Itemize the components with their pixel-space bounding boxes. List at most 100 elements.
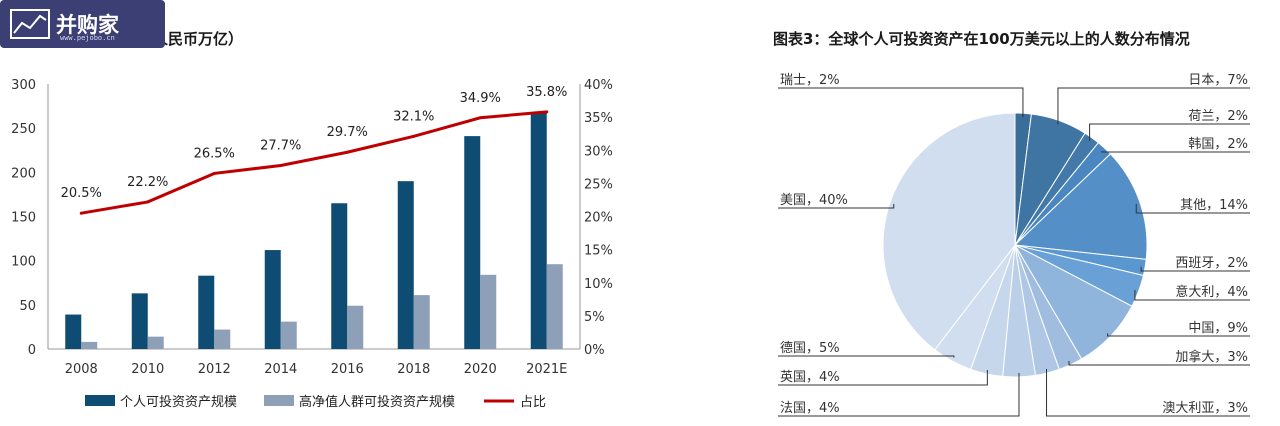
bar-hnw-assets: [413, 295, 430, 349]
x-tick-label: 2010: [131, 362, 164, 377]
pie-slice-label: 法国，4%: [780, 401, 840, 416]
pie-slice-label: 德国，5%: [780, 341, 840, 356]
right-y-tick-label: 20%: [584, 211, 613, 226]
pie-slice: [1013, 153, 1148, 260]
left-y-tick-label: 150: [11, 211, 36, 226]
bar-individual-assets: [464, 136, 481, 349]
left-y-tick-label: 100: [11, 255, 36, 270]
logo-url: www.pejobo.cn: [60, 34, 115, 42]
pie-leader-line: [778, 87, 1024, 118]
pie-slice-label: 澳大利亚，3%: [1162, 400, 1248, 416]
ratio-data-label: 29.7%: [327, 125, 368, 140]
chart-icon: [10, 9, 50, 39]
bar-hnw-assets: [480, 274, 497, 349]
pie-leader-line: [1135, 203, 1250, 214]
x-tick-label: 2020: [464, 362, 497, 377]
pie-leader-line: [778, 355, 955, 358]
legend-swatch-hnw: [264, 395, 294, 406]
bar-individual-assets: [530, 112, 547, 350]
pie-leader-line: [778, 372, 1020, 417]
left-y-tick-label: 300: [11, 78, 36, 93]
pie-slice-label: 其他，14%: [1180, 198, 1248, 213]
pie-slice-label: 日本，7%: [1188, 73, 1248, 88]
bar-hnw-assets: [546, 264, 563, 349]
left-y-tick-label: 0: [28, 343, 36, 358]
pie-leader-line: [1101, 151, 1250, 153]
right-chart-title: 图表3：全球个人可投资资产在100万美元以上的人数分布情况: [773, 30, 1190, 48]
right-y-tick-label: 15%: [584, 244, 613, 259]
ratio-data-label: 35.8%: [526, 85, 567, 100]
ratio-data-label: 32.1%: [393, 109, 434, 124]
ratio-point: [412, 134, 416, 138]
ratio-data-label: 22.2%: [127, 175, 168, 190]
right-y-tick-label: 10%: [584, 277, 613, 292]
combo-bar-line-chart: 0 50 100 150 200 250 300 0% 5% 10% 15% 20% 25% 30% 35%…: [11, 78, 613, 410]
x-tick-label: 2008: [65, 362, 98, 377]
left-y-tick-label: 50: [19, 299, 36, 314]
legend-label-individual: 个人可投资资产规模: [120, 394, 237, 410]
ratio-point: [146, 200, 150, 204]
pie-leader-line: [1057, 87, 1250, 125]
bar-hnw-assets: [214, 329, 231, 349]
bar-individual-assets: [65, 314, 82, 349]
pie-leader-line: [778, 369, 988, 386]
pie-slice-label: 美国，40%: [780, 193, 848, 208]
ratio-point: [345, 150, 349, 154]
right-y-tick-label: 30%: [584, 144, 613, 159]
ratio-point: [279, 163, 283, 167]
bar-individual-assets: [397, 181, 414, 349]
bar-hnw-assets: [147, 336, 164, 349]
right-y-tick-label: 0%: [584, 343, 605, 358]
pie-leader-line: [1134, 289, 1250, 301]
ratio-point: [545, 110, 549, 114]
right-y-tick-label: 25%: [584, 177, 613, 192]
pie-slice-label: 加拿大，3%: [1175, 349, 1248, 365]
pie-slice-label: 瑞士，2%: [780, 73, 840, 88]
ratio-point: [212, 171, 216, 175]
x-tick-label: 2016: [331, 362, 364, 377]
x-tick-label: 2012: [198, 362, 231, 377]
pie-slice-label: 英国，4%: [780, 370, 840, 385]
pie-slice-label: 韩国，2%: [1188, 137, 1248, 152]
pie-leader-line: [1089, 123, 1250, 141]
ratio-data-label: 26.5%: [194, 146, 235, 161]
pie-leader-line: [778, 203, 895, 209]
pie-leader-line: [1140, 266, 1250, 272]
ratio-data-label: 20.5%: [61, 186, 102, 201]
bar-hnw-assets: [280, 321, 297, 349]
left-y-tick-label: 200: [11, 166, 36, 181]
bar-hnw-assets: [81, 341, 98, 349]
pie-slice-label: 荷兰，2%: [1188, 109, 1248, 124]
bar-individual-assets: [131, 293, 148, 349]
pie-slice-label: 意大利，4%: [1175, 284, 1248, 300]
x-tick-label: 2014: [264, 362, 297, 377]
pie-slice-label: 西班牙，2%: [1175, 256, 1248, 271]
pie-slice: [882, 112, 1016, 351]
bar-individual-assets: [331, 203, 348, 349]
legend-label-hnw: 高净值人群可投资资产规模: [299, 394, 455, 410]
ratio-point: [79, 211, 83, 215]
bar-individual-assets: [264, 250, 281, 349]
ratio-data-label: 27.7%: [260, 138, 301, 153]
ratio-data-label: 34.9%: [460, 91, 501, 106]
logo-text: 并购家: [56, 13, 119, 37]
bar-individual-assets: [198, 275, 215, 349]
pie-chart: 瑞士，2% 日本，7% 荷兰，2% 韩国，2% 其他，14% 西班牙，2% 意大利，4% 中国…: [778, 73, 1250, 417]
right-y-tick-label: 5%: [584, 310, 605, 325]
ratio-point: [478, 116, 482, 120]
legend-label-ratio: 占比: [520, 395, 546, 410]
pie-leader-line: [1107, 333, 1250, 337]
pie-leader-line: [1046, 369, 1250, 417]
bar-hnw-assets: [347, 305, 364, 349]
pie-slice-label: 中国，9%: [1188, 321, 1248, 336]
ratio-line: [80, 110, 547, 215]
x-tick-label: 2018: [397, 362, 430, 377]
watermark-logo: 并购家 www.pejobo.cn: [0, 0, 165, 48]
legend-swatch-individual: [85, 395, 115, 406]
right-y-tick-label: 40%: [584, 78, 613, 93]
right-y-tick-label: 35%: [584, 111, 613, 126]
x-tick-label: 2021E: [526, 362, 567, 377]
left-y-tick-label: 250: [11, 122, 36, 137]
pie-leader-line: [1068, 361, 1250, 366]
